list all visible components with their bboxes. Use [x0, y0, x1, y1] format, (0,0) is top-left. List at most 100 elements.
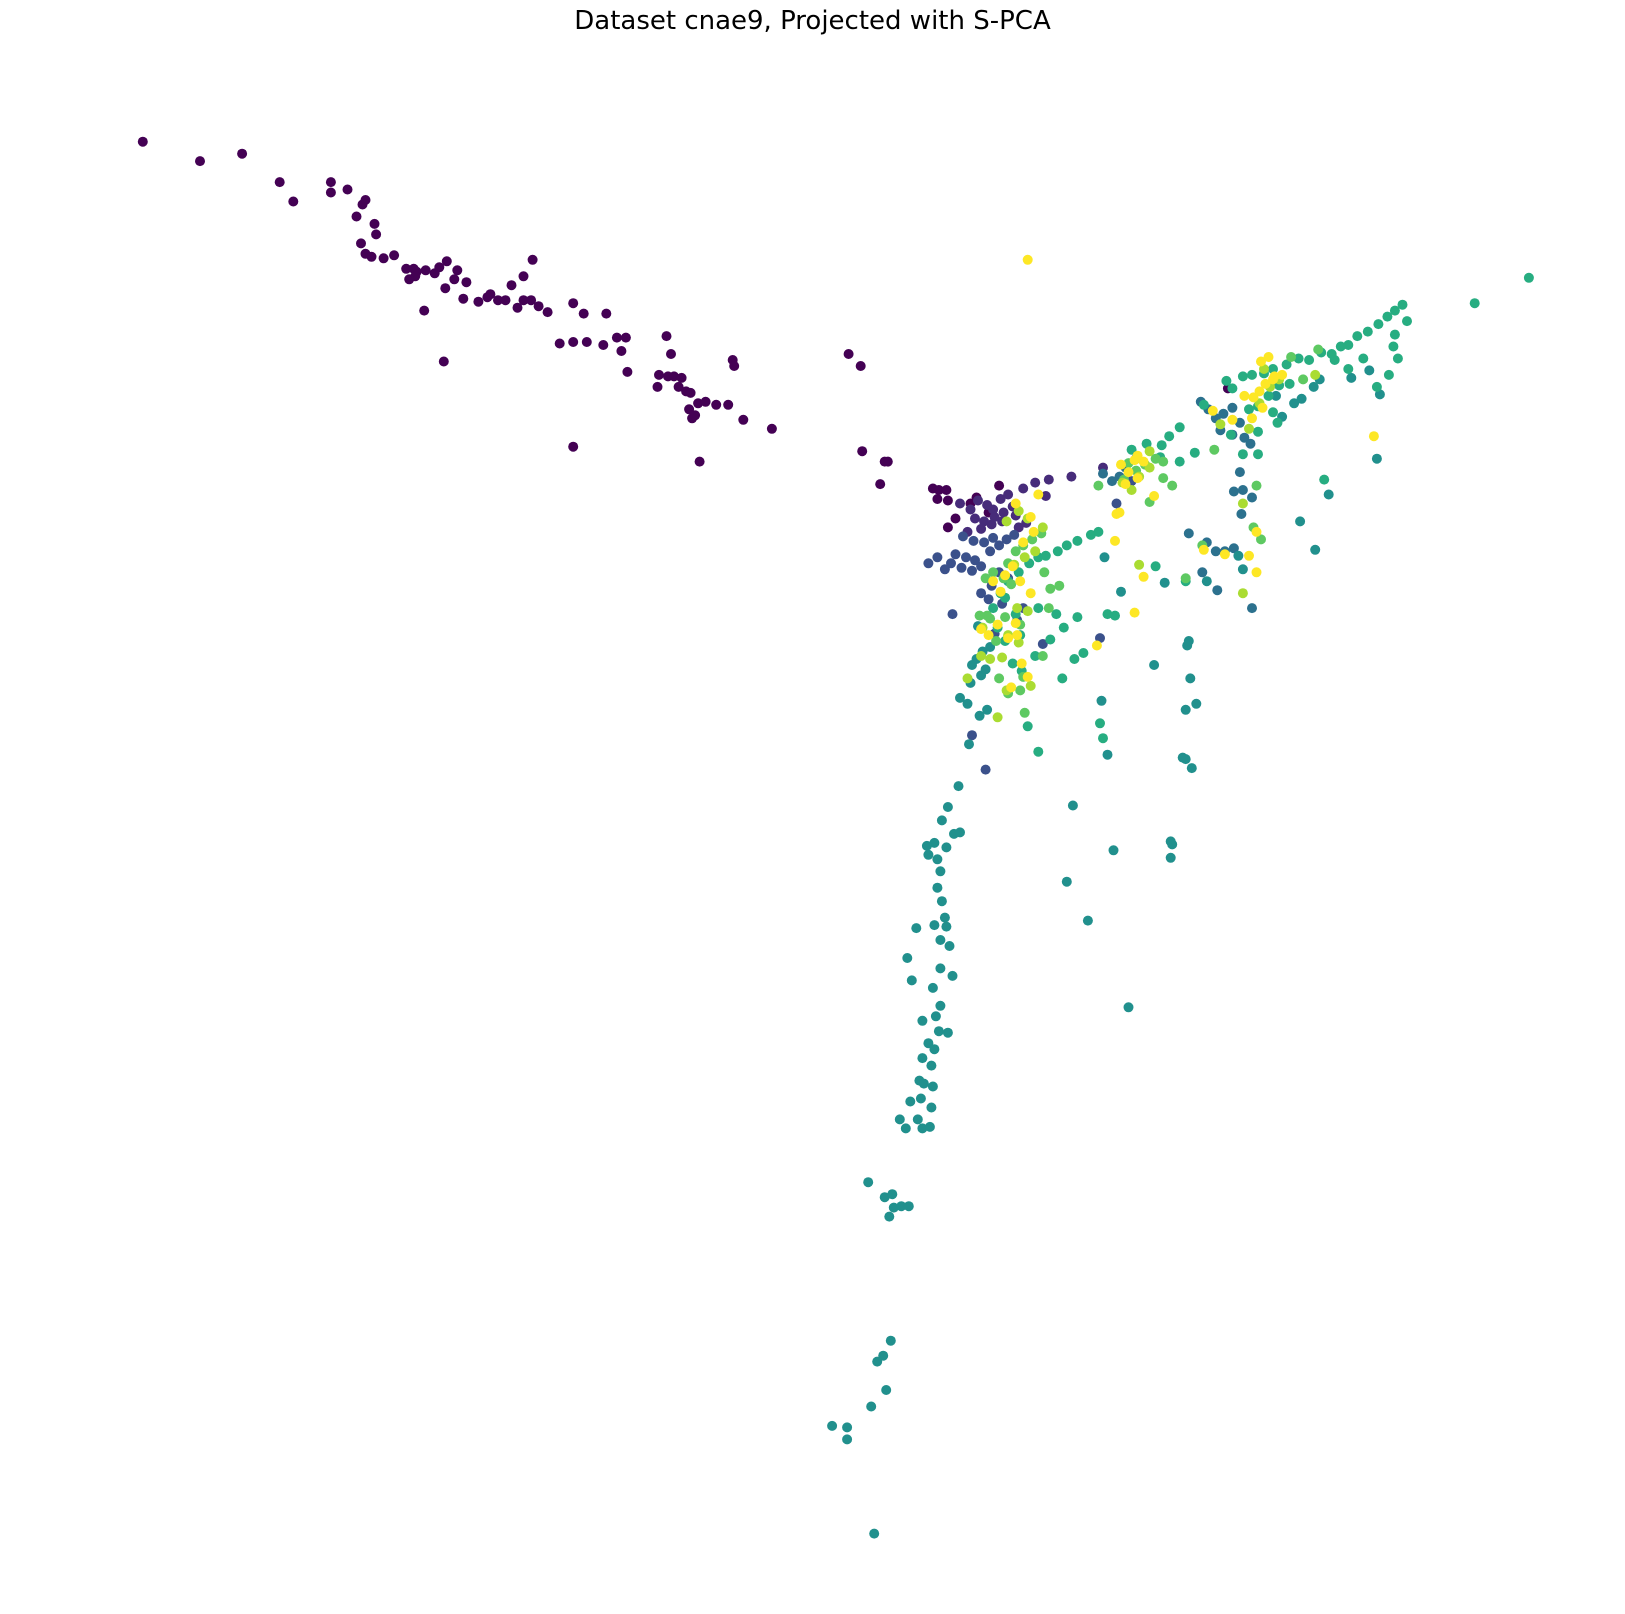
- point-class-1: [598, 340, 609, 350]
- point-class-1: [766, 423, 777, 434]
- point-class-9: [1028, 526, 1039, 537]
- point-class-1: [950, 513, 961, 524]
- point-class-1: [518, 295, 529, 306]
- point-class-5: [955, 827, 965, 838]
- point-class-2: [998, 507, 1009, 518]
- point-class-2: [976, 523, 987, 534]
- point-class-1: [369, 218, 380, 229]
- point-class-1: [371, 229, 382, 240]
- point-class-5: [923, 849, 934, 860]
- point-class-9: [1123, 467, 1134, 478]
- point-class-1: [578, 308, 589, 319]
- point-class-1: [440, 283, 451, 294]
- point-class-6: [1284, 378, 1295, 389]
- point-class-9: [992, 619, 1003, 630]
- point-class-1: [666, 349, 676, 359]
- point-class-7: [1167, 480, 1178, 491]
- point-class-3: [946, 558, 956, 569]
- point-class-4: [1098, 468, 1108, 479]
- point-class-1: [729, 361, 740, 371]
- point-class-1: [879, 456, 890, 467]
- point-class-6: [1150, 561, 1161, 572]
- point-class-2: [979, 516, 990, 527]
- point-class-6: [1263, 390, 1274, 401]
- point-class-5: [1233, 550, 1244, 561]
- point-class-5: [881, 1385, 892, 1395]
- point-class-1: [360, 195, 371, 205]
- point-class-7: [1158, 473, 1169, 484]
- point-class-8: [997, 652, 1008, 663]
- point-class-3: [956, 562, 967, 573]
- point-class-1: [342, 184, 353, 195]
- point-class-1: [554, 338, 565, 349]
- point-class-8: [962, 673, 973, 684]
- point-class-9: [988, 576, 999, 587]
- point-class-3: [1111, 498, 1122, 509]
- point-class-1: [942, 495, 953, 506]
- point-class-9: [1007, 561, 1018, 572]
- point-class-9: [1012, 630, 1023, 641]
- point-class-6: [1033, 603, 1044, 614]
- point-class-6: [1343, 340, 1354, 350]
- point-class-2: [955, 498, 965, 509]
- point-class-8: [1244, 423, 1254, 434]
- point-class-6: [1141, 438, 1152, 449]
- point-class-1: [711, 399, 722, 410]
- point-class-7: [1286, 352, 1297, 362]
- point-class-2: [988, 504, 999, 515]
- point-class-6: [1469, 298, 1480, 309]
- point-class-5: [1123, 1002, 1134, 1013]
- point-class-3: [985, 546, 996, 557]
- point-class-6: [1281, 359, 1292, 370]
- point-class-5: [924, 1121, 935, 1132]
- point-class-6: [1085, 529, 1096, 540]
- point-class-7: [1015, 685, 1026, 696]
- point-class-5: [885, 1335, 896, 1346]
- point-class-5: [1165, 852, 1176, 863]
- point-class-7: [988, 567, 999, 578]
- point-class-6: [1095, 718, 1105, 729]
- point-class-5: [842, 1434, 853, 1445]
- point-class-5: [1067, 800, 1078, 811]
- point-class-5: [955, 692, 965, 703]
- point-class-9: [1132, 450, 1143, 461]
- point-class-3: [939, 564, 950, 575]
- point-class-5: [926, 1102, 937, 1113]
- point-class-2: [986, 519, 997, 530]
- point-class-6: [1335, 341, 1346, 352]
- point-class-4: [1227, 402, 1238, 413]
- point-class-4: [1197, 567, 1208, 578]
- point-class-3: [976, 561, 987, 572]
- point-class-6: [1268, 407, 1278, 418]
- point-class-6: [1052, 546, 1063, 557]
- point-class-5: [879, 1192, 890, 1203]
- point-class-1: [137, 136, 148, 147]
- point-class-8: [1013, 637, 1024, 648]
- point-class-9: [1091, 640, 1102, 651]
- point-class-9: [1138, 571, 1149, 582]
- point-class-5: [1371, 453, 1382, 464]
- point-class-6: [1051, 609, 1062, 620]
- point-class-3: [994, 540, 1005, 551]
- point-class-9: [1000, 570, 1011, 581]
- point-class-5: [942, 802, 953, 812]
- point-class-5: [927, 982, 938, 993]
- point-class-5: [866, 1401, 877, 1412]
- point-class-5: [842, 1422, 853, 1433]
- point-class-1: [356, 238, 366, 249]
- point-class-4: [1228, 543, 1239, 554]
- point-class-6: [1329, 355, 1340, 365]
- point-class-5: [1159, 577, 1170, 588]
- point-class-7: [1209, 444, 1220, 455]
- point-class-1: [620, 332, 631, 343]
- point-class-3: [958, 531, 968, 542]
- point-class-1: [449, 274, 460, 285]
- point-class-3: [932, 552, 943, 563]
- point-class-9: [1149, 491, 1160, 501]
- point-class-6: [1382, 311, 1393, 322]
- point-class-6: [1304, 355, 1315, 365]
- point-class-1: [932, 494, 943, 504]
- point-class-9: [1010, 498, 1021, 509]
- point-class-4: [1237, 485, 1248, 495]
- point-class-9: [1022, 254, 1033, 265]
